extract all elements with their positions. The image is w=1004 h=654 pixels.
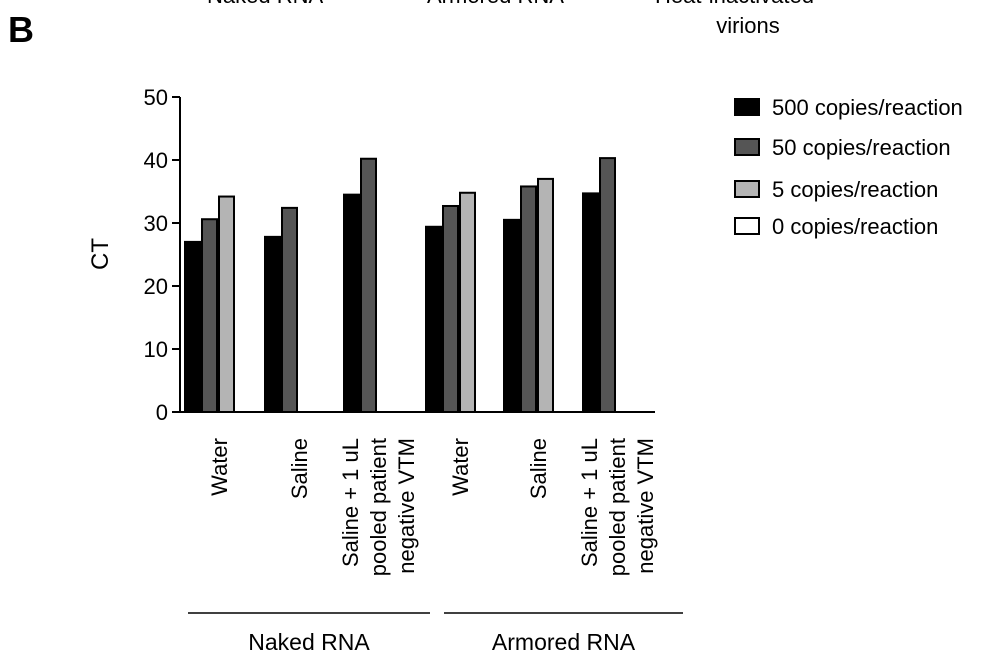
legend-label: 50 copies/reaction: [772, 135, 951, 160]
x-tick-label: pooled patient: [366, 438, 391, 576]
y-axis: 0 10 20 30 40 50: [144, 85, 181, 425]
bars: [184, 157, 616, 413]
bar: [201, 218, 218, 413]
y-tick-label: 20: [144, 274, 168, 299]
cropped-label-naked: Naked RNA: [207, 0, 323, 8]
y-tick-label: 10: [144, 337, 168, 362]
x-tick-label: Saline: [526, 438, 551, 499]
x-tick-label: Saline + 1 uL: [577, 438, 602, 567]
x-tick-label: negative VTM: [394, 438, 419, 574]
legend-label: 500 copies/reaction: [772, 95, 963, 120]
group-label: Armored RNA: [492, 629, 636, 654]
bar: [599, 157, 616, 413]
bar: [218, 195, 235, 413]
bar: [582, 192, 599, 413]
legend-label: 5 copies/reaction: [772, 177, 938, 202]
x-tick-label: negative VTM: [633, 438, 658, 574]
bar: [281, 206, 298, 413]
y-tick-label: 40: [144, 148, 168, 173]
bar: [264, 235, 281, 413]
legend-label: 0 copies/reaction: [772, 214, 938, 239]
x-tick-label: Water: [207, 438, 232, 496]
bar: [360, 157, 377, 413]
cropped-label-heat: Heat-inactivated: [655, 0, 814, 8]
legend-swatch: [734, 217, 760, 235]
x-tick-label: Water: [448, 438, 473, 496]
bar: [184, 240, 201, 413]
bar: [343, 193, 360, 413]
y-axis-label: CT: [87, 238, 114, 270]
bar: [425, 225, 442, 413]
x-tick-label: pooled patient: [605, 438, 630, 576]
legend-swatch: [734, 180, 760, 198]
panel-letter: B: [8, 9, 34, 50]
y-tick-label: 0: [156, 400, 168, 425]
bar: [503, 218, 520, 413]
x-tick-label: Saline + 1 uL: [338, 438, 363, 567]
legend-swatch: [734, 98, 760, 116]
x-axis: Water Saline Saline + 1 uL pooled patient ne…: [180, 411, 658, 576]
cropped-label-armored: Armored RNA: [427, 0, 564, 8]
bar: [442, 204, 459, 413]
y-tick-label: 50: [144, 85, 168, 110]
bar: [520, 185, 537, 413]
cropped-header: Naked RNA Armored RNA Heat-inactivated v…: [207, 0, 814, 38]
legend: 500 copies/reaction 50 copies/reaction 5 c…: [734, 95, 963, 239]
group-brackets: Naked RNA Armored RNA: [188, 612, 683, 654]
group-label: Naked RNA: [248, 629, 370, 654]
y-tick-label: 30: [144, 211, 168, 236]
bar: [459, 191, 476, 413]
cropped-label-virions: virions: [716, 13, 780, 38]
legend-swatch: [734, 138, 760, 156]
bar: [537, 177, 554, 413]
x-tick-label: Saline: [287, 438, 312, 499]
